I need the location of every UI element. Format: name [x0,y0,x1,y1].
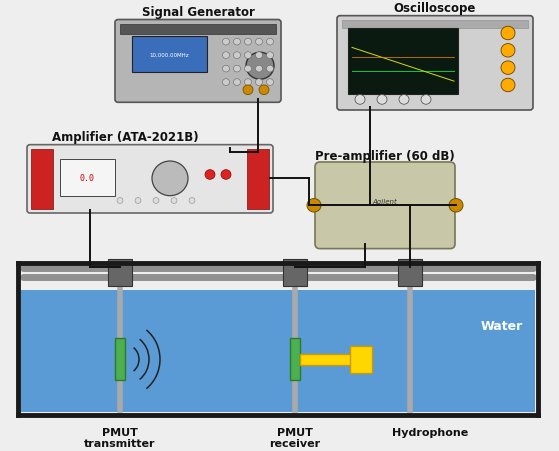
Text: Oscilloscope: Oscilloscope [394,2,476,15]
Circle shape [153,198,159,204]
Text: Water: Water [481,319,523,332]
Text: PMUT
receiver: PMUT receiver [269,427,320,448]
Bar [115,338,125,381]
Circle shape [259,86,269,95]
Bar [350,346,372,373]
FancyBboxPatch shape [337,17,533,111]
Bar [290,338,300,381]
Circle shape [222,79,230,86]
Circle shape [307,199,321,212]
Bar [300,354,355,365]
Text: 10,000.00MHz: 10,000.00MHz [149,53,189,58]
Circle shape [501,45,515,58]
FancyBboxPatch shape [315,163,455,249]
Circle shape [222,66,230,73]
Circle shape [267,79,273,86]
Circle shape [255,66,263,73]
Bar [342,22,528,29]
Circle shape [171,198,177,204]
Circle shape [267,39,273,46]
Circle shape [449,199,463,212]
Circle shape [234,39,240,46]
Bar [31,149,53,210]
Circle shape [135,198,141,204]
Bar [348,29,458,94]
Circle shape [205,170,215,180]
Circle shape [244,66,252,73]
Bar [398,260,422,286]
Circle shape [399,95,409,105]
Circle shape [244,39,252,46]
Circle shape [355,95,365,105]
Circle shape [501,79,515,92]
Circle shape [255,39,263,46]
FancyBboxPatch shape [27,145,273,213]
Circle shape [501,27,515,41]
Circle shape [117,198,123,204]
Bar [247,149,269,210]
Circle shape [244,79,252,86]
Circle shape [189,198,195,204]
Text: Amplifier (ATA-2021B): Amplifier (ATA-2021B) [51,130,198,143]
Bar [60,160,115,196]
Circle shape [255,53,263,60]
Circle shape [244,53,252,60]
Text: PMUT
transmitter: PMUT transmitter [84,427,156,448]
Circle shape [421,95,431,105]
Circle shape [221,170,231,180]
Text: Agilent: Agilent [373,198,397,204]
Circle shape [377,95,387,105]
FancyBboxPatch shape [115,20,281,103]
Bar [21,290,535,412]
Circle shape [234,66,240,73]
Circle shape [152,161,188,196]
Circle shape [243,86,253,95]
Circle shape [222,53,230,60]
Circle shape [234,53,240,60]
Bar [283,260,307,286]
Circle shape [267,53,273,60]
Circle shape [246,53,274,80]
Text: 0.0: 0.0 [79,174,94,183]
Circle shape [267,66,273,73]
Text: Hydrophone: Hydrophone [392,427,468,437]
Circle shape [222,39,230,46]
Bar [132,37,207,74]
Text: Pre-amplifier (60 dB): Pre-amplifier (60 dB) [315,150,455,163]
Circle shape [234,79,240,86]
Bar [120,25,276,35]
Text: Signal Generator: Signal Generator [141,5,254,18]
Circle shape [255,79,263,86]
Circle shape [501,62,515,75]
Bar [108,260,132,286]
